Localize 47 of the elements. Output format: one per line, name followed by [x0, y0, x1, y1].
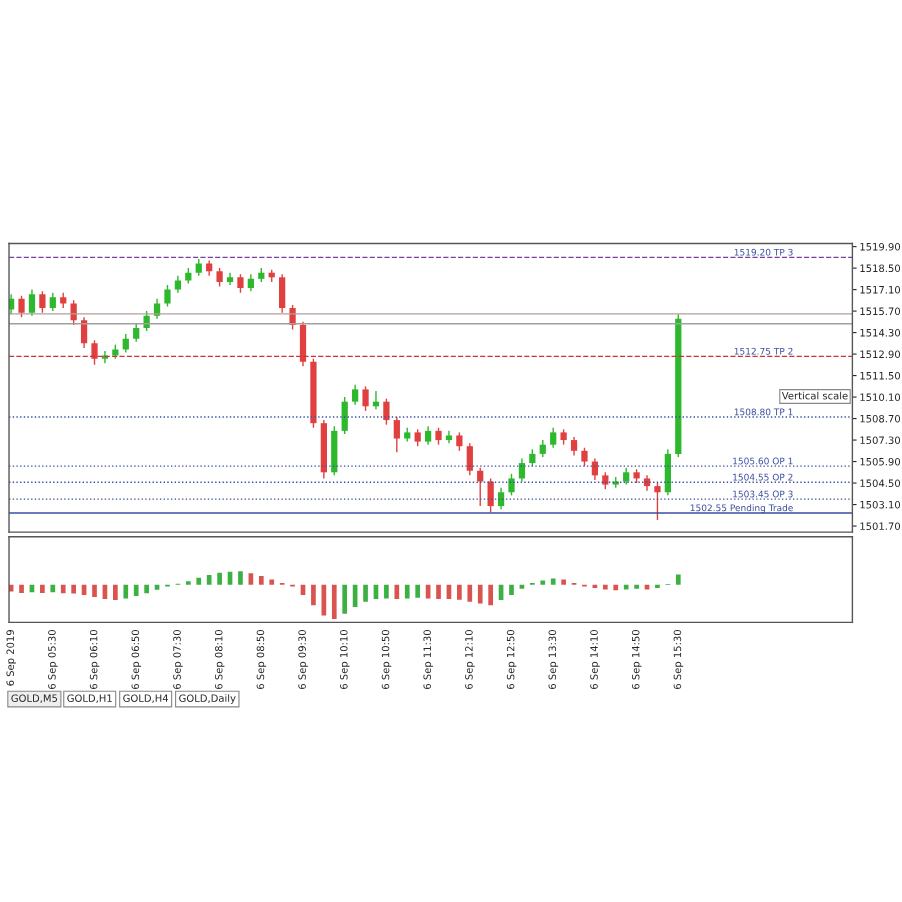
- bar: [509, 584, 514, 595]
- bar: [71, 584, 76, 594]
- bar: [123, 584, 129, 599]
- bar: [248, 573, 254, 585]
- bar: [113, 584, 118, 601]
- bar: [467, 584, 473, 602]
- bar: [550, 578, 556, 585]
- bar: [404, 584, 410, 599]
- bar: [436, 584, 441, 600]
- bar: [144, 584, 149, 594]
- bar: [457, 584, 462, 600]
- candlestick: [91, 339, 98, 366]
- bar: [394, 584, 400, 600]
- bar: [92, 584, 97, 598]
- candlestick: [508, 473, 515, 497]
- bar: [331, 584, 337, 619]
- candlestick: [216, 267, 223, 288]
- bar: [206, 575, 212, 585]
- candlestick: [362, 385, 369, 412]
- bar: [238, 571, 243, 585]
- bar: [311, 584, 316, 606]
- bar: [415, 584, 421, 598]
- bar: [342, 584, 348, 614]
- bar: [613, 584, 619, 591]
- candlestick: [18, 295, 25, 318]
- bar: [363, 584, 368, 602]
- candlestick: [39, 290, 46, 314]
- bar: [258, 576, 264, 585]
- bar: [269, 579, 275, 585]
- bar: [196, 577, 202, 585]
- bar: [60, 584, 66, 594]
- candlestick: [654, 482, 661, 521]
- bar: [40, 584, 45, 593]
- bar: [384, 584, 389, 599]
- bar: [675, 574, 681, 585]
- candlestick: [581, 447, 588, 467]
- candlestick: [164, 284, 171, 308]
- bar: [488, 584, 493, 606]
- bar: [217, 572, 222, 585]
- bar: [133, 584, 139, 596]
- candlestick: [456, 431, 463, 452]
- bar: [477, 584, 483, 604]
- candlestick: [237, 273, 244, 294]
- bar: [19, 584, 24, 593]
- candlestick: [310, 357, 317, 429]
- bar: [561, 579, 566, 585]
- bar: [50, 584, 56, 593]
